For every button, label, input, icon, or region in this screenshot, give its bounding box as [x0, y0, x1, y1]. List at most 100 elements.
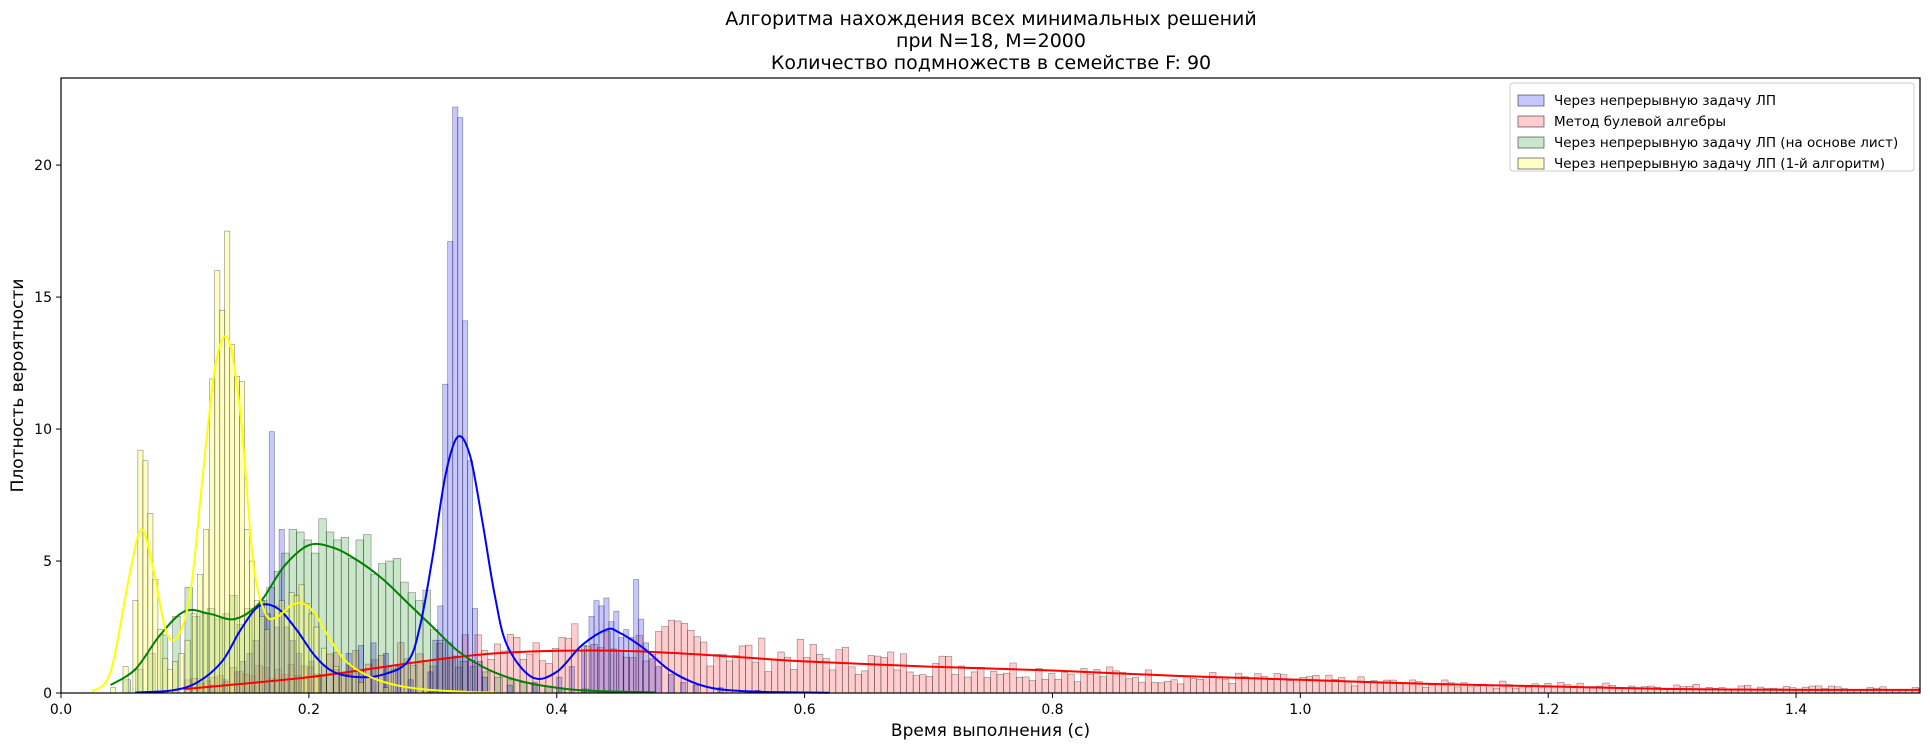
legend-label: Через непрерывную задачу ЛП: [1554, 93, 1776, 109]
kde-layer: [91, 335, 1921, 694]
bar: [1015, 676, 1024, 694]
bar: [725, 660, 734, 694]
bar: [1357, 676, 1365, 694]
bar: [447, 241, 454, 694]
x-tick-label: 1.2: [1537, 702, 1559, 718]
bar: [122, 666, 129, 694]
title-line-1: Алгоритма нахождения всех минимальных ре…: [725, 8, 1256, 30]
title-line-3: Количество подмножеств в семействе F: 90: [771, 52, 1211, 74]
bar: [224, 230, 231, 694]
bar: [1434, 683, 1442, 694]
bar: [462, 320, 469, 694]
bar: [745, 644, 753, 694]
kde-line-series-3: [91, 335, 495, 694]
bar: [1003, 672, 1011, 694]
bar: [777, 651, 785, 694]
bar: [732, 654, 740, 694]
bar: [1009, 662, 1017, 694]
bar: [867, 655, 875, 694]
bar: [1499, 680, 1507, 694]
bar: [172, 661, 179, 694]
bar: [713, 654, 721, 694]
bar: [938, 655, 946, 694]
bar: [494, 676, 503, 694]
bar: [1286, 680, 1294, 694]
bar: [783, 656, 792, 694]
bar: [887, 651, 895, 694]
bar: [1254, 673, 1262, 694]
bar: [588, 616, 595, 694]
x-tick-label: 0.6: [793, 702, 815, 718]
bar: [758, 637, 766, 694]
bar: [506, 684, 513, 694]
bar: [680, 682, 687, 694]
bar: [1222, 678, 1230, 694]
bar: [1247, 678, 1256, 694]
bar: [190, 613, 197, 694]
bar: [1138, 681, 1146, 694]
bar: [618, 637, 625, 694]
bar: [816, 653, 824, 694]
bar: [1544, 683, 1552, 694]
bar: [1441, 679, 1449, 694]
bar: [157, 629, 164, 694]
bar: [263, 629, 270, 694]
bar: [249, 560, 255, 694]
bar: [442, 383, 449, 694]
bar: [1615, 688, 1623, 694]
bar: [1325, 674, 1333, 694]
bar: [519, 682, 528, 694]
bar: [1486, 685, 1494, 694]
bar: [1267, 679, 1275, 694]
bar: [1196, 678, 1204, 694]
bar: [1125, 678, 1133, 694]
legend-label: Метод булевой алгебры: [1554, 114, 1726, 130]
bar: [1421, 687, 1430, 694]
legend: Через непрерывную задачу ЛП Метод булевой…: [1509, 82, 1915, 172]
bar: [829, 669, 837, 694]
bar: [197, 573, 203, 694]
bar: [603, 597, 610, 694]
bar: [1054, 679, 1062, 694]
bar: [1144, 669, 1152, 694]
bar: [1061, 672, 1069, 694]
y-tick-label: 15: [34, 290, 52, 306]
bar: [147, 513, 154, 694]
bar: [674, 620, 682, 694]
bar: [1273, 673, 1281, 694]
bars-layer: [110, 106, 1921, 694]
bar: [1608, 684, 1616, 694]
bar: [132, 600, 139, 694]
bar: [1119, 672, 1127, 694]
x-axis-label: Время выполнения (с): [891, 721, 1090, 741]
bar: [1028, 680, 1036, 694]
bar: [1048, 673, 1056, 694]
bar: [110, 687, 117, 694]
bar: [1473, 686, 1481, 694]
bar: [906, 671, 914, 694]
bar: [822, 658, 830, 694]
bar: [983, 677, 991, 694]
bar: [1086, 673, 1094, 694]
bar: [1073, 681, 1082, 694]
bar: [1338, 677, 1346, 694]
bar: [1318, 679, 1326, 694]
bar: [482, 676, 488, 694]
bar: [1170, 679, 1178, 694]
bar: [457, 117, 464, 694]
bar: [1151, 682, 1159, 694]
x-tick-label: 1.0: [1289, 702, 1311, 718]
bar: [771, 659, 779, 694]
bar: [152, 579, 159, 694]
bar: [333, 666, 340, 694]
plot-frame: [60, 77, 1921, 694]
bar: [835, 649, 843, 694]
bar: [162, 658, 169, 694]
bar: [996, 674, 1004, 694]
bar: [803, 657, 811, 694]
x-tick-label: 0.8: [1041, 702, 1063, 718]
bar: [1106, 666, 1114, 694]
y-tick-label: 20: [34, 158, 52, 174]
